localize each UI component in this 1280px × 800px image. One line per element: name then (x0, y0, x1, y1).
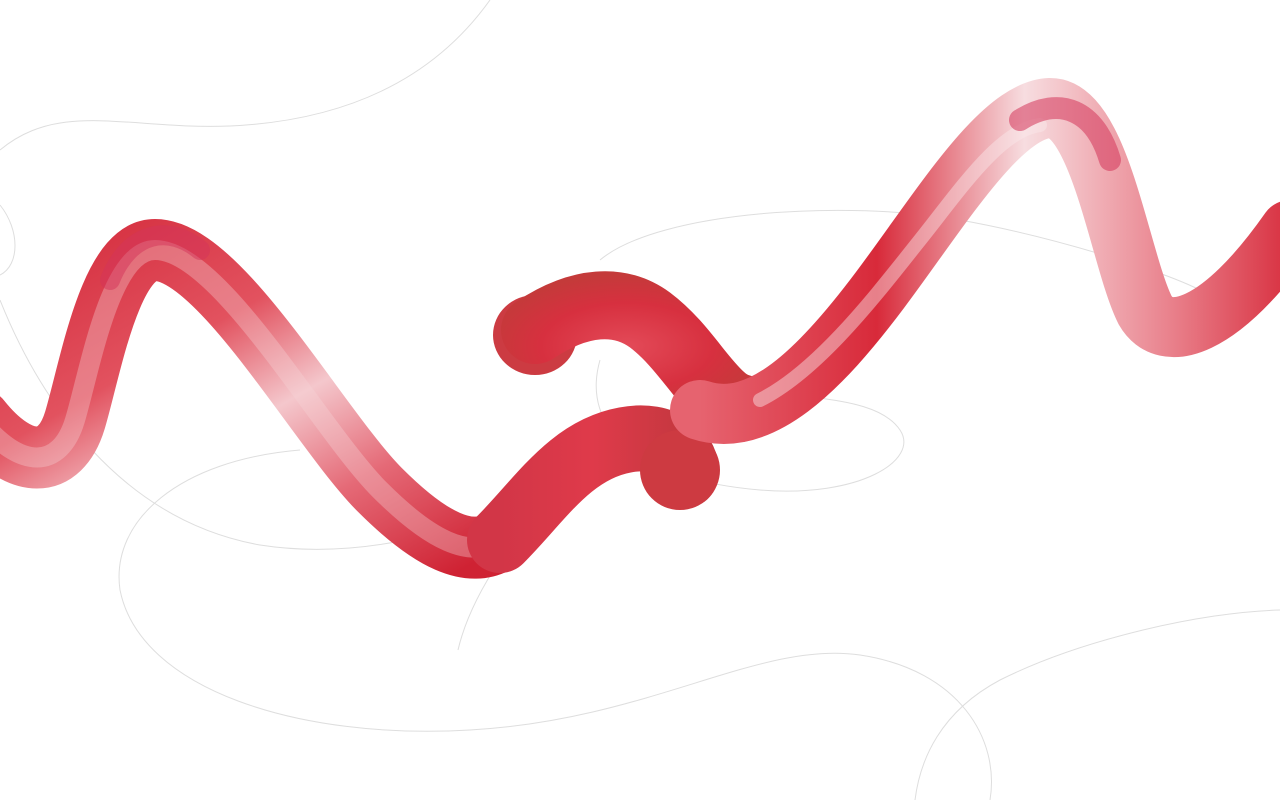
outline-curve (914, 609, 1280, 800)
outline-curve (0, 204, 16, 276)
ribbon-lower-hook-end (640, 430, 720, 510)
outline-curve (0, 0, 491, 151)
ribbon-right-crest-shade (1009, 97, 1121, 171)
ribbon-left-wave-highlight (0, 239, 510, 558)
ribbon-left-wave (0, 218, 531, 579)
ribbon-right-rise-highlight (753, 118, 1047, 407)
ribbon-group (0, 77, 1280, 579)
ribbon-left-crest-shade (100, 225, 210, 290)
outline-curve (118, 449, 992, 800)
